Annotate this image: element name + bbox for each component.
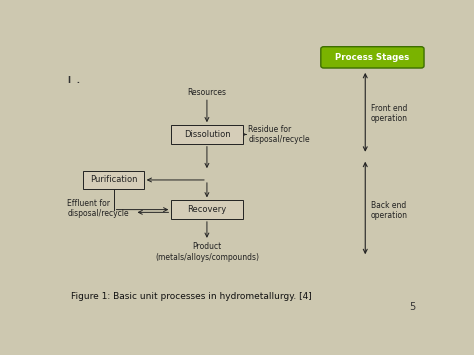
Text: Effluent for
disposal/recycle: Effluent for disposal/recycle <box>67 199 129 218</box>
Text: Resources: Resources <box>187 88 227 97</box>
FancyBboxPatch shape <box>171 125 243 144</box>
Text: Dissolution: Dissolution <box>184 130 230 139</box>
Text: Back end
operation: Back end operation <box>371 201 408 220</box>
Text: Product
(metals/alloys/compounds): Product (metals/alloys/compounds) <box>155 242 259 262</box>
Text: I  .: I . <box>68 76 81 85</box>
Text: Front end
operation: Front end operation <box>371 104 408 124</box>
Text: Figure 1: Basic unit processes in hydrometallurgy. [4]: Figure 1: Basic unit processes in hydrom… <box>71 292 312 301</box>
FancyBboxPatch shape <box>321 47 424 68</box>
FancyBboxPatch shape <box>83 171 144 189</box>
Text: Leach solution: Leach solution <box>179 137 235 146</box>
Text: Process Stages: Process Stages <box>335 53 410 62</box>
Text: 5: 5 <box>410 302 416 312</box>
FancyBboxPatch shape <box>171 200 243 219</box>
Text: Purification: Purification <box>90 175 137 185</box>
Text: Recovery: Recovery <box>188 205 227 214</box>
Text: Residue for
disposal/recycle: Residue for disposal/recycle <box>248 125 310 144</box>
